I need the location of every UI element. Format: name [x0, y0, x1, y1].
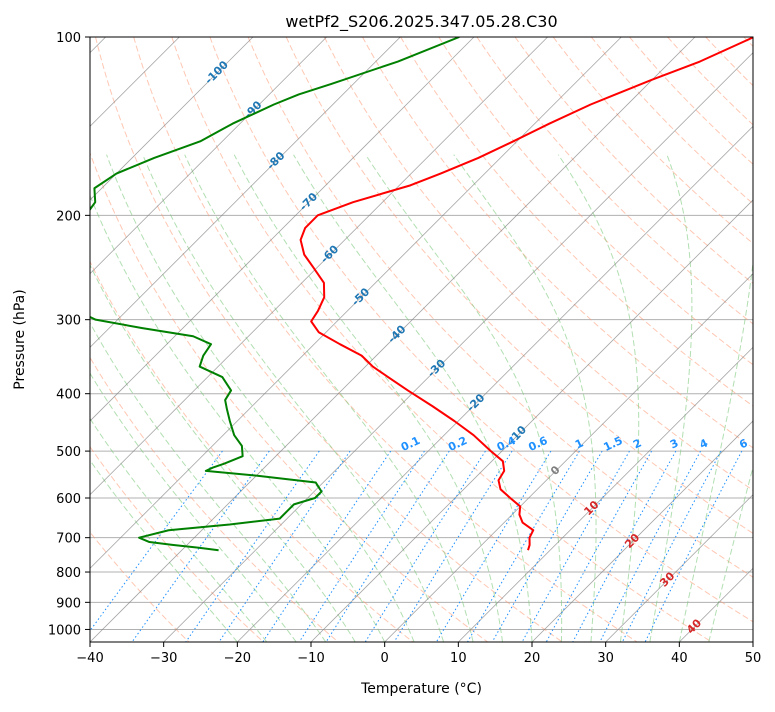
dry-adiabat-line	[0, 37, 338, 642]
isotherm-line	[0, 37, 548, 642]
x-tick-label: −20	[224, 651, 251, 666]
mixing-ratio-label: 2	[631, 436, 643, 451]
dry-adiabat-line	[706, 37, 775, 642]
moist-adiabat-line	[185, 155, 473, 642]
isotherm-line	[458, 37, 775, 642]
isotherm-label: -60	[318, 242, 341, 265]
y-tick-label: 1000	[48, 623, 81, 638]
mixing-ratio-line	[263, 451, 391, 642]
mixing-ratio-label: 1	[573, 436, 585, 451]
chart-title: wetPf2_S206.2025.347.05.28.C30	[285, 12, 557, 32]
x-tick-label: 30	[597, 651, 614, 666]
mixing-ratio-label: 3	[668, 436, 680, 451]
x-tick-label: −40	[76, 651, 103, 666]
x-tick-label: 20	[524, 651, 541, 666]
x-tick-label: −10	[297, 651, 324, 666]
y-tick-label: 300	[56, 314, 81, 329]
dewpoint-profile-line	[67, 37, 459, 550]
moist-adiabat-line	[0, 155, 296, 642]
isotherm-label: -100	[202, 58, 231, 87]
isotherm-line	[0, 37, 253, 642]
dry-adiabat-line	[668, 37, 775, 642]
mixing-ratio-line	[436, 451, 550, 642]
mixing-ratio-line	[468, 451, 580, 642]
dry-adiabat-line	[439, 37, 775, 642]
x-tick-label: 0	[381, 651, 389, 666]
y-tick-label: 700	[56, 532, 81, 547]
isotherm-label: -30	[425, 357, 448, 380]
y-tick-label: 100	[56, 31, 81, 46]
y-axis-label: Pressure (hPa)	[12, 289, 28, 389]
y-tick-label: 400	[56, 388, 81, 403]
moist-adiabat-line	[0, 155, 237, 642]
y-tick-label: 500	[56, 445, 81, 460]
moist-adiabat-line	[143, 155, 444, 642]
moist-adiabat-line	[294, 155, 532, 642]
x-axis-label: Temperature (°C)	[360, 681, 482, 697]
y-tick-label: 800	[56, 566, 81, 581]
moist-adiabat-line	[558, 155, 638, 642]
isotherm-label: 10	[581, 498, 601, 518]
isotherm-line	[0, 37, 474, 642]
isotherm-line	[532, 37, 775, 642]
isotherm-line	[16, 37, 621, 642]
isotherm-label: 40	[684, 616, 704, 636]
plot-frame	[90, 37, 753, 642]
mixing-ratio-line	[326, 451, 449, 642]
isotherm-label: -80	[264, 149, 287, 172]
x-tick-label: 10	[450, 651, 467, 666]
isotherm-label: -20	[464, 391, 487, 414]
isotherm-line	[753, 37, 775, 642]
isotherm-label: -40	[385, 322, 408, 345]
mixing-ratio-label: 8	[765, 436, 775, 451]
y-tick-label: 900	[56, 596, 81, 611]
mixing-ratio-line	[365, 451, 485, 642]
isotherm-label: -50	[349, 285, 372, 308]
isotherm-label: 20	[622, 531, 642, 551]
dry-adiabat-line	[134, 37, 637, 642]
x-tick-label: 40	[671, 651, 688, 666]
dry-adiabat-line	[591, 37, 775, 642]
moist-adiabat-line	[234, 155, 502, 642]
isotherm-label: 0	[548, 463, 563, 478]
x-tick-label: 50	[745, 651, 762, 666]
mixing-ratio-label: 6	[737, 436, 750, 451]
isotherm-line	[0, 37, 327, 642]
isotherm-line	[164, 37, 769, 642]
moist-adiabat-line	[47, 155, 355, 642]
mixing-ratio-label: 4	[698, 436, 711, 451]
x-tick-label: −30	[150, 651, 177, 666]
y-tick-label: 600	[56, 492, 81, 507]
mixing-ratio-line	[522, 451, 629, 642]
y-tick-label: 200	[56, 209, 81, 224]
mixing-ratio-line	[132, 451, 269, 642]
isotherm-line	[237, 37, 775, 642]
dry-adiabat-line	[744, 37, 775, 642]
isotherm-line	[679, 37, 775, 642]
moist-adiabat-line	[679, 155, 759, 642]
dry-adiabat-line	[19, 37, 413, 642]
